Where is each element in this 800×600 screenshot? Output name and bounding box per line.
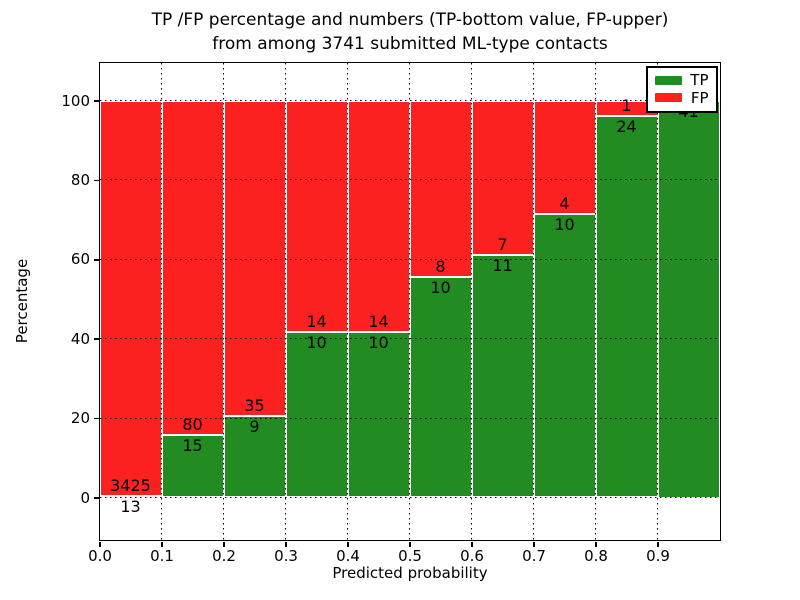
- x-tick: [161, 541, 163, 547]
- legend-row-fp: FP: [654, 88, 709, 107]
- x-tick-label: 0.4: [336, 547, 360, 565]
- bar-tp-count-label: 9: [249, 417, 260, 437]
- bars-layer: [99, 63, 720, 540]
- x-tick: [471, 541, 473, 547]
- bar-tp-segment: [533, 213, 596, 498]
- x-tick: [595, 541, 597, 547]
- legend-label-fp: FP: [690, 88, 709, 107]
- bar-tp-segment: [657, 100, 720, 498]
- legend-row-tp: TP: [654, 71, 709, 90]
- bar-fp-segment: [409, 100, 472, 277]
- y-tick-label: 0: [80, 488, 90, 507]
- bar-tp-segment: [409, 276, 472, 498]
- bar-fp-count-label: 14: [368, 312, 389, 332]
- y-tick-label: 20: [70, 409, 90, 428]
- x-tick: [223, 541, 225, 547]
- bar-tp-count-label: 10: [554, 214, 575, 234]
- bar-tp-count-label: 10: [306, 333, 327, 353]
- bar-tp-count-label: 10: [430, 277, 451, 297]
- x-tick-label: 0.0: [88, 547, 112, 565]
- bar-tp-segment: [347, 332, 410, 498]
- chart-title-line2: from among 3741 submitted ML-type contac…: [212, 34, 608, 54]
- bar-fp-count-label: 8: [435, 256, 446, 276]
- y-tick: [93, 179, 99, 182]
- bar-fp-count-label: 3425: [110, 475, 151, 495]
- bar-fp-count-label: 35: [244, 396, 265, 416]
- x-axis-label: Predicted probability: [332, 564, 488, 582]
- x-tick-label: 0.9: [646, 547, 670, 565]
- bar-fp-count-label: 7: [497, 234, 508, 254]
- x-tick: [347, 541, 349, 547]
- x-tick-label: 0.7: [522, 547, 546, 565]
- x-tick-label: 0.6: [460, 547, 484, 565]
- bar-fp-segment: [285, 100, 348, 333]
- bar-tp-count-label: 10: [368, 333, 389, 353]
- bar-tp-segment: [471, 254, 534, 498]
- x-tick-label: 0.8: [584, 547, 608, 565]
- x-tick: [533, 541, 535, 547]
- bar-fp-segment: [223, 100, 286, 417]
- bar-fp-segment: [347, 100, 410, 333]
- bar-tp-count-label: 13: [120, 496, 141, 516]
- y-tick-label: 40: [70, 329, 90, 348]
- legend-label-tp: TP: [690, 71, 709, 90]
- bar-tp-count-label: 24: [616, 117, 637, 137]
- x-tick: [285, 541, 287, 547]
- x-tick-label: 0.5: [398, 547, 422, 565]
- y-axis-label: Percentage: [13, 258, 31, 344]
- bar-tp-segment: [161, 434, 224, 498]
- x-tick: [409, 541, 411, 547]
- bar-fp-segment: [471, 100, 534, 255]
- x-tick-label: 0.3: [274, 547, 298, 565]
- y-tick-label: 80: [70, 170, 90, 189]
- chart-title: TP /FP percentage and numbers (TP-bottom…: [98, 8, 722, 56]
- bar-fp-count-label: 1: [621, 96, 632, 116]
- plot-area: 342513801535914101410810711410124041 TP …: [98, 61, 721, 541]
- bar-tp-segment: [285, 332, 348, 498]
- bar-tp-count-label: 15: [182, 435, 203, 455]
- bar-fp-segment: [533, 100, 596, 214]
- bar-fp-count-label: 80: [182, 414, 203, 434]
- y-tick: [93, 100, 99, 102]
- x-tick-label: 0.2: [212, 547, 236, 565]
- x-tick-label: 0.1: [150, 547, 174, 565]
- y-tick: [93, 338, 99, 340]
- bar-fp-count-label: 4: [559, 193, 570, 213]
- legend: TP FP: [645, 65, 718, 113]
- x-tick: [99, 541, 101, 547]
- fp-legend-swatch-icon: [654, 93, 682, 103]
- tp-legend-swatch-icon: [654, 75, 682, 85]
- y-tick-label: 60: [70, 250, 90, 269]
- bar-fp-count-label: 14: [306, 312, 327, 332]
- y-tick: [93, 259, 99, 261]
- bar-value-labels-layer: 342513801535914101410810711410124041: [100, 63, 720, 540]
- chart-title-line1: TP /FP percentage and numbers (TP-bottom…: [151, 10, 669, 30]
- x-tick: [657, 541, 659, 547]
- y-tick-label: 100: [61, 91, 90, 110]
- y-tick: [93, 497, 99, 499]
- y-tick: [93, 417, 99, 420]
- bar-tp-count-label: 11: [492, 255, 513, 275]
